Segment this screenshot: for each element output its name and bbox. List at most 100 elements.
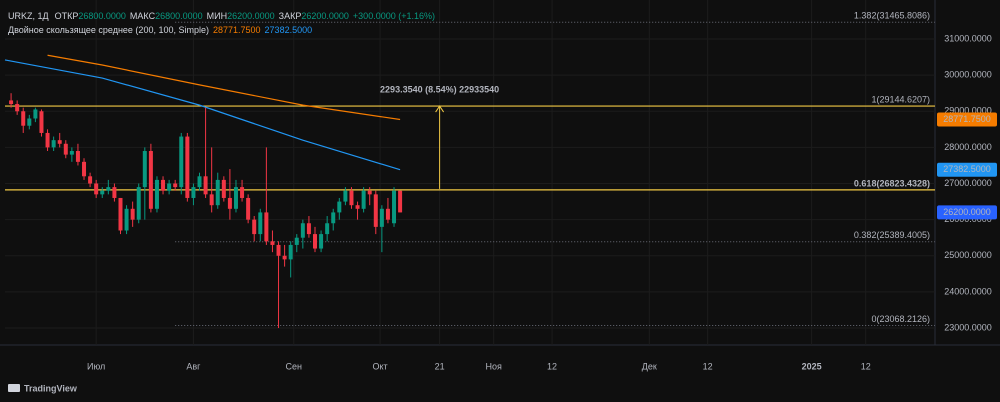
candle-body	[337, 201, 342, 213]
x-tick-label: Сен	[285, 361, 302, 371]
moving-average-line	[47, 54, 401, 121]
candle-body	[15, 104, 20, 112]
y-tick-label: 23000.0000	[944, 322, 992, 332]
fib-level-label: 0.618(26823.4328)	[854, 178, 930, 188]
candle-body	[288, 244, 293, 260]
price-label: 27382.5000	[943, 164, 991, 174]
candle-body	[300, 223, 305, 238]
x-tick-label: Июл	[87, 361, 105, 371]
candle-body	[100, 190, 105, 195]
y-tick-label: 30000.0000	[944, 70, 992, 80]
candle-body	[276, 244, 281, 256]
candle-body	[203, 176, 208, 195]
candle-body	[355, 205, 360, 209]
y-tick-label: 27000.0000	[944, 178, 992, 188]
candle-body	[45, 132, 50, 148]
ohlc-name: ОТКР	[54, 11, 79, 21]
y-tick-label: 24000.0000	[944, 286, 992, 296]
candle-body	[39, 111, 44, 133]
candle-body	[270, 241, 275, 245]
candle-body	[252, 219, 257, 235]
candle-body	[227, 197, 232, 209]
y-tick-label: 31000.0000	[944, 33, 992, 43]
x-tick-label: 21	[435, 361, 445, 371]
candle-body	[69, 151, 74, 155]
brand-name: TradingView	[24, 383, 78, 393]
candle-body	[331, 212, 336, 224]
candle-body	[142, 151, 147, 188]
candle-body	[118, 197, 123, 231]
candle-body	[179, 136, 184, 188]
candle-body	[392, 190, 397, 224]
x-tick-label: 12	[703, 361, 713, 371]
x-tick-label: 12	[547, 361, 557, 371]
candle-body	[112, 187, 117, 198]
candle-body	[51, 140, 56, 148]
candle-body	[306, 223, 311, 235]
y-tick-label: 25000.0000	[944, 250, 992, 260]
indicator-name: Двойное скользящее среднее (200, 100, Si…	[8, 25, 209, 35]
measure-label: 2293.3540 (8.54%) 22933540	[380, 84, 499, 94]
candle-body	[294, 237, 299, 245]
candle-body	[161, 179, 166, 191]
candle-body	[385, 208, 390, 220]
x-tick-label: Ноя	[486, 361, 503, 371]
candle-body	[173, 183, 178, 188]
candle-body	[240, 187, 245, 198]
candle-body	[367, 190, 372, 195]
price-label-box	[937, 162, 997, 177]
candle-body	[246, 197, 251, 220]
price-label: 28771.7500	[943, 114, 991, 124]
y-tick-label: 29000.0000	[944, 106, 992, 116]
candle-body	[233, 187, 238, 209]
candle-body	[313, 234, 317, 249]
x-tick-label: 12	[861, 361, 871, 371]
candle-body	[63, 143, 68, 155]
candle-body	[27, 118, 32, 126]
moving-average-line	[4, 59, 401, 171]
indicator-value: 28771.7500	[212, 25, 261, 35]
candle-body	[130, 208, 135, 220]
ohlc-name: МАКС	[129, 11, 156, 21]
candle-body	[264, 212, 269, 242]
x-tick-label: 2025	[802, 361, 822, 371]
symbol: URKZ, 1Д	[8, 11, 49, 21]
candle-body	[124, 208, 129, 231]
price-label: 26200.0000	[943, 207, 991, 217]
candle-body	[258, 212, 263, 235]
ohlc-value: 26800.0000	[78, 11, 126, 21]
price-label-box	[937, 205, 997, 220]
candle-body	[398, 190, 403, 213]
candle-body	[136, 187, 141, 220]
brand-logo	[8, 384, 20, 392]
candle-body	[154, 179, 159, 209]
candle-body	[361, 190, 366, 209]
candle-body	[343, 190, 348, 202]
candle-body	[57, 140, 62, 144]
x-tick-label: Авг	[186, 361, 201, 371]
candle-body	[167, 183, 172, 191]
candle-body	[9, 100, 14, 105]
candle-body	[75, 151, 80, 162]
candle-body	[221, 179, 226, 198]
candle-body	[21, 111, 26, 126]
candle-body	[106, 187, 111, 191]
candle-body	[94, 183, 99, 195]
candle-body	[197, 176, 202, 188]
candle-body	[88, 176, 93, 184]
x-tick-label: Окт	[372, 361, 387, 371]
price-label-box	[937, 112, 997, 127]
candle-body	[185, 136, 190, 198]
ohlc-name: МИН	[206, 11, 228, 21]
fib-level-label: 0.382(25389.4005)	[854, 230, 930, 240]
candle-body	[191, 187, 196, 198]
candle-body	[282, 255, 287, 260]
ohlc-value: 26200.0000	[227, 11, 275, 21]
ohlc-name: ЗАКР	[278, 11, 302, 21]
candle-body	[373, 194, 378, 227]
candle-body	[209, 194, 214, 206]
candle-body	[33, 109, 38, 119]
ohlc-value: 26200.0000	[301, 11, 349, 21]
symbol-header: URKZ, 1Д ОТКР26800.0000 МАКС26800.0000 МИН2…	[8, 11, 439, 21]
